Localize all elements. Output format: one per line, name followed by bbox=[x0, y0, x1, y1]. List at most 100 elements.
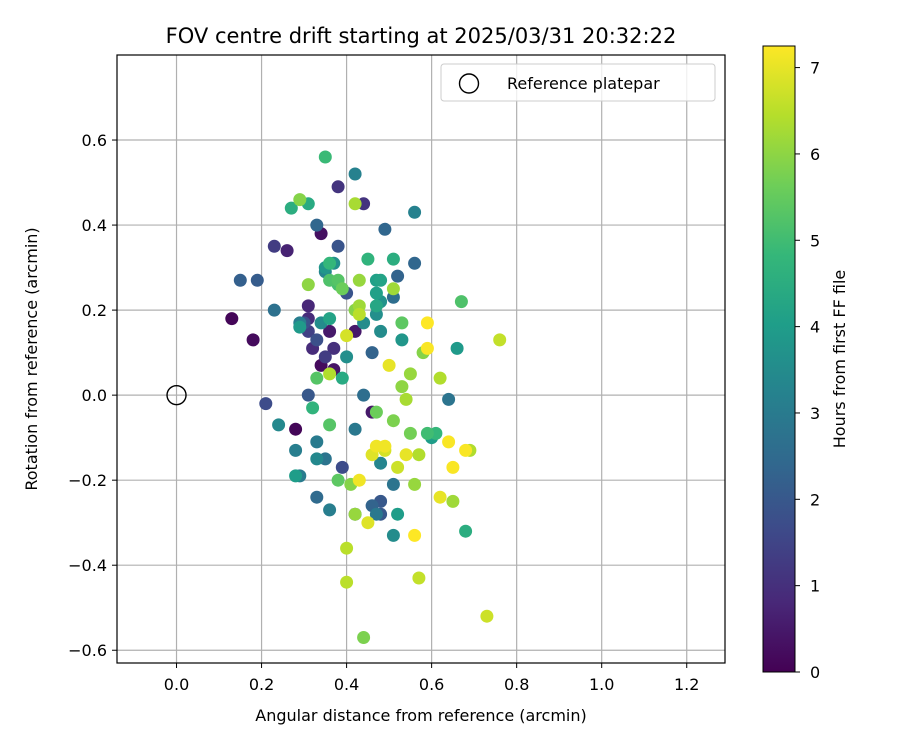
colorbar-gradient bbox=[762, 45, 796, 673]
data-point bbox=[323, 503, 337, 517]
data-point bbox=[310, 218, 324, 232]
data-point bbox=[293, 320, 307, 334]
x-tick-label: 1.2 bbox=[674, 675, 699, 694]
data-point bbox=[357, 388, 371, 402]
y-tick-label: −0.2 bbox=[68, 471, 107, 490]
data-point bbox=[233, 273, 247, 287]
data-point bbox=[327, 341, 341, 355]
data-point bbox=[386, 477, 400, 491]
colorbar-tick-label: 2 bbox=[810, 490, 820, 509]
data-point bbox=[480, 609, 494, 623]
data-point bbox=[310, 452, 324, 466]
colorbar: 0 1 2 3 4 5 6 7 Hours from first FF file bbox=[762, 45, 849, 682]
data-point bbox=[382, 358, 396, 372]
data-point bbox=[391, 460, 405, 474]
data-point bbox=[408, 256, 422, 270]
data-point bbox=[395, 380, 409, 394]
colorbar-tick-label: 4 bbox=[810, 318, 820, 337]
data-point bbox=[348, 197, 362, 211]
data-point bbox=[374, 456, 388, 470]
data-point bbox=[289, 422, 303, 436]
data-point bbox=[225, 312, 239, 326]
data-point bbox=[459, 524, 473, 538]
data-point bbox=[420, 341, 434, 355]
data-point bbox=[246, 333, 260, 347]
data-point bbox=[442, 435, 456, 449]
colorbar-tick-label: 6 bbox=[810, 145, 820, 164]
data-point bbox=[293, 193, 307, 207]
data-point bbox=[250, 273, 264, 287]
colorbar-label: Hours from first FF file bbox=[830, 270, 849, 449]
data-point bbox=[403, 367, 417, 381]
x-tick-label: 0.6 bbox=[419, 675, 444, 694]
y-tick-label: −0.6 bbox=[68, 641, 107, 660]
data-point bbox=[301, 299, 315, 313]
data-point bbox=[386, 252, 400, 266]
data-point bbox=[369, 507, 383, 521]
colorbar-tick-label: 3 bbox=[810, 404, 820, 423]
x-tick-label: 0.0 bbox=[164, 675, 189, 694]
data-point bbox=[369, 405, 383, 419]
colorbar-tick-label: 5 bbox=[810, 231, 820, 250]
data-point bbox=[348, 507, 362, 521]
data-point bbox=[374, 273, 388, 287]
data-point bbox=[391, 269, 405, 283]
data-point bbox=[272, 418, 286, 432]
data-point bbox=[361, 516, 375, 530]
colorbar-tick-label: 1 bbox=[810, 577, 820, 596]
data-point bbox=[420, 316, 434, 330]
data-point bbox=[348, 167, 362, 181]
data-point bbox=[310, 490, 324, 504]
chart-title: FOV centre drift starting at 2025/03/31 … bbox=[166, 24, 677, 48]
data-point bbox=[395, 333, 409, 347]
data-point bbox=[395, 316, 409, 330]
data-point bbox=[306, 401, 320, 415]
data-point bbox=[408, 528, 422, 542]
data-point bbox=[412, 571, 426, 585]
data-point bbox=[403, 426, 417, 440]
x-tick-label: 0.2 bbox=[249, 675, 274, 694]
data-point bbox=[318, 150, 332, 164]
scatter-points bbox=[225, 150, 507, 644]
data-point bbox=[369, 299, 383, 313]
data-point bbox=[335, 460, 349, 474]
x-axis-label: Angular distance from reference (arcmin) bbox=[255, 706, 586, 725]
x-axis-ticks: 0.0 0.2 0.4 0.6 0.8 1.0 1.2 bbox=[164, 663, 699, 694]
colorbar-ticks: 0 1 2 3 4 5 6 7 bbox=[795, 59, 820, 682]
data-point bbox=[323, 367, 337, 381]
data-point bbox=[310, 435, 324, 449]
x-tick-label: 1.0 bbox=[589, 675, 614, 694]
data-point bbox=[374, 324, 388, 338]
data-point bbox=[331, 473, 345, 487]
data-point bbox=[331, 180, 345, 194]
y-tick-label: −0.4 bbox=[68, 556, 107, 575]
y-axis-ticks: −0.6 −0.4 −0.2 0.0 0.2 0.4 0.6 bbox=[68, 131, 117, 660]
colorbar-tick-label: 7 bbox=[810, 59, 820, 78]
data-point bbox=[340, 541, 354, 555]
data-point bbox=[335, 371, 349, 385]
data-point bbox=[357, 631, 371, 644]
plot-frame bbox=[116, 54, 726, 664]
data-point bbox=[352, 307, 366, 321]
data-point bbox=[301, 278, 315, 292]
data-point bbox=[331, 239, 345, 253]
grid-lines bbox=[117, 55, 725, 663]
data-point bbox=[280, 244, 294, 258]
data-point bbox=[369, 286, 383, 300]
y-axis-label: Rotation from reference (arcmin) bbox=[22, 227, 41, 490]
x-tick-label: 0.4 bbox=[334, 675, 359, 694]
data-point bbox=[493, 333, 507, 347]
colorbar-tick-label: 0 bbox=[810, 663, 820, 682]
data-point bbox=[386, 528, 400, 542]
data-point bbox=[433, 490, 447, 504]
data-point bbox=[408, 205, 422, 219]
x-tick-label: 0.8 bbox=[504, 675, 529, 694]
data-point bbox=[412, 448, 426, 462]
data-point bbox=[323, 312, 337, 326]
legend: Reference platepar bbox=[440, 63, 716, 102]
data-point bbox=[420, 426, 434, 440]
y-tick-label: 0.2 bbox=[82, 301, 107, 320]
data-point bbox=[369, 439, 383, 453]
data-point bbox=[340, 329, 354, 343]
